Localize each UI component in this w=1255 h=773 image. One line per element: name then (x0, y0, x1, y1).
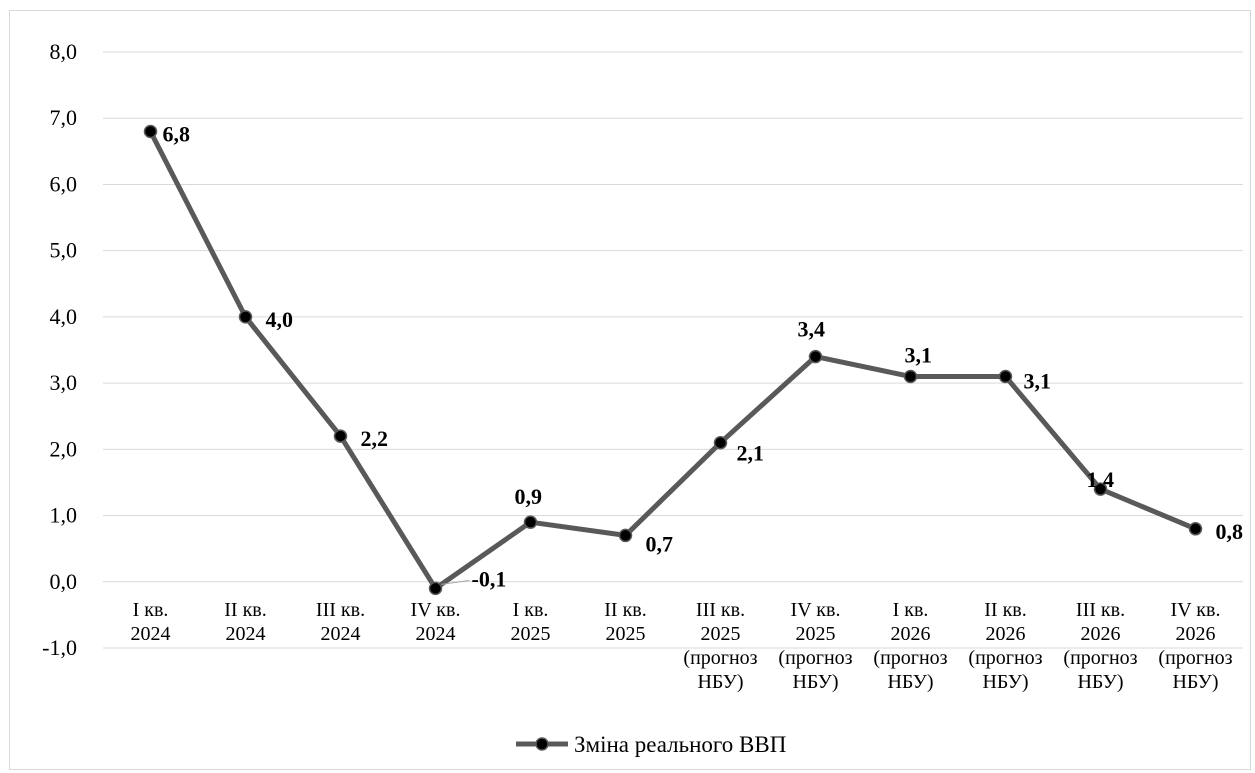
data-label: 4,0 (266, 307, 294, 332)
x-tick-label-line: НБУ) (887, 671, 933, 693)
data-point (808, 349, 823, 364)
data-label: 2,1 (737, 441, 765, 466)
x-tick-label-line: II кв. (984, 599, 1026, 621)
x-tick-label-line: НБУ) (982, 671, 1028, 693)
x-tick-label-line: (прогноз (1063, 647, 1137, 669)
x-tick-label: II кв. 2024 (224, 599, 266, 645)
x-tick-label: II кв. 2025 (604, 599, 646, 645)
x-tick-label: III кв. 2024 (316, 599, 365, 645)
x-tick-label-line: I кв. (893, 599, 929, 621)
x-tick-label-line: НБУ) (792, 671, 838, 693)
data-point (238, 310, 253, 324)
x-tick-label-line: IV кв. (791, 599, 841, 621)
x-tick-label-line: III кв. (696, 599, 745, 621)
data-label: 0,9 (515, 484, 543, 509)
x-tick-label-line: 2026 (1081, 623, 1121, 645)
data-point (333, 429, 348, 443)
data-label-leader (441, 579, 470, 585)
y-tick-label: 7,0 (50, 105, 78, 130)
data-label: 3,1 (1024, 368, 1052, 393)
x-tick-label: I кв. 2024 (131, 599, 171, 645)
data-label: 2,2 (361, 426, 389, 451)
x-tick-label: III кв. 2026 (прогноз НБУ) (1063, 599, 1137, 693)
x-tick-label-line: II кв. (224, 599, 266, 621)
data-label: 3,1 (905, 342, 933, 367)
x-tick-label: III кв. 2025 (прогноз НБУ) (683, 599, 757, 693)
x-tick-label: IV кв. 2025 (прогноз НБУ) (778, 599, 852, 693)
x-tick-label-line: (прогноз (778, 647, 852, 669)
legend-swatch-marker (535, 737, 549, 751)
data-point (903, 369, 918, 384)
legend-label: Зміна реального ВВП (574, 732, 786, 757)
x-tick-label-line: III кв. (1076, 599, 1125, 621)
x-tick-label-line: 2024 (416, 623, 456, 645)
x-tick-label-line: 2025 (511, 623, 551, 645)
x-tick-label-line: НБУ) (1077, 671, 1123, 693)
x-tick-label-line: IV кв. (1171, 599, 1221, 621)
y-tick-label: 5,0 (50, 238, 78, 263)
x-tick-label-line: IV кв. (411, 599, 461, 621)
x-tick-label-line: НБУ) (697, 671, 743, 693)
y-tick-label: 1,0 (50, 503, 78, 528)
x-tick-label: IV кв. 2024 (411, 599, 461, 645)
x-tick-label-line: II кв. (604, 599, 646, 621)
data-label: -0,1 (472, 566, 507, 591)
x-tick-label-line: 2026 (891, 623, 931, 645)
x-tick-label-line: (прогноз (968, 647, 1042, 669)
data-point (998, 369, 1013, 384)
data-label: 0,8 (1216, 519, 1244, 544)
x-tick-label-line: 2024 (226, 623, 266, 645)
y-tick-label: 0,0 (50, 569, 78, 594)
chart-frame (9, 10, 1251, 770)
data-point (1093, 482, 1108, 496)
legend: Зміна реального ВВП (516, 732, 786, 757)
x-tick-label-line: 2025 (701, 623, 741, 645)
data-labels: 6,8 4,0 2,2 -0,1 0,9 0,7 2,1 3,4 3,1 3,1 1,4 0,8 (163, 121, 1244, 591)
y-tick-label: 8,0 (50, 39, 78, 64)
data-point (1188, 522, 1203, 536)
y-tick-label: 4,0 (50, 304, 78, 329)
data-point (143, 124, 158, 139)
x-tick-label: IV кв. 2026 (прогноз НБУ) (1158, 599, 1232, 693)
y-axis-ticks: -1,0 0,0 1,0 2,0 3,0 4,0 5,0 6,0 7,0 8,0 (42, 39, 77, 660)
y-tick-label: 2,0 (50, 436, 78, 461)
y-tick-label: 3,0 (50, 370, 78, 395)
x-tick-label-line: I кв. (133, 599, 169, 621)
x-tick-label-line: 2026 (1176, 623, 1216, 645)
data-point (713, 435, 728, 450)
x-tick-label-line: 2025 (796, 623, 836, 645)
x-tick-label-line: III кв. (316, 599, 365, 621)
data-label: 0,7 (646, 531, 674, 556)
data-point (428, 581, 443, 596)
x-tick-label-line: (прогноз (873, 647, 947, 669)
series-line (148, 129, 1198, 591)
x-tick-label-line: I кв. (513, 599, 549, 621)
data-label: 6,8 (163, 121, 191, 146)
x-tick-label: II кв. 2026 (прогноз НБУ) (968, 599, 1042, 693)
x-tick-label-line: 2024 (131, 623, 171, 645)
x-tick-label-line: 2025 (606, 623, 646, 645)
data-point (618, 528, 633, 543)
x-tick-label-line: 2026 (986, 623, 1026, 645)
x-tick-label-line: 2024 (321, 623, 361, 645)
gridlines (103, 51, 1243, 649)
x-tick-label: I кв. 2025 (511, 599, 551, 645)
data-point (523, 515, 538, 529)
data-label: 3,4 (798, 317, 826, 342)
x-tick-label-line: НБУ) (1172, 671, 1218, 693)
x-tick-label: I кв. 2026 (прогноз НБУ) (873, 599, 947, 693)
y-tick-label: 6,0 (50, 171, 78, 196)
x-tick-label-line: (прогноз (683, 647, 757, 669)
series-layer (143, 124, 1203, 596)
data-label: 1,4 (1087, 467, 1115, 492)
x-tick-label-line: (прогноз (1158, 647, 1232, 669)
y-tick-label: -1,0 (42, 635, 77, 660)
